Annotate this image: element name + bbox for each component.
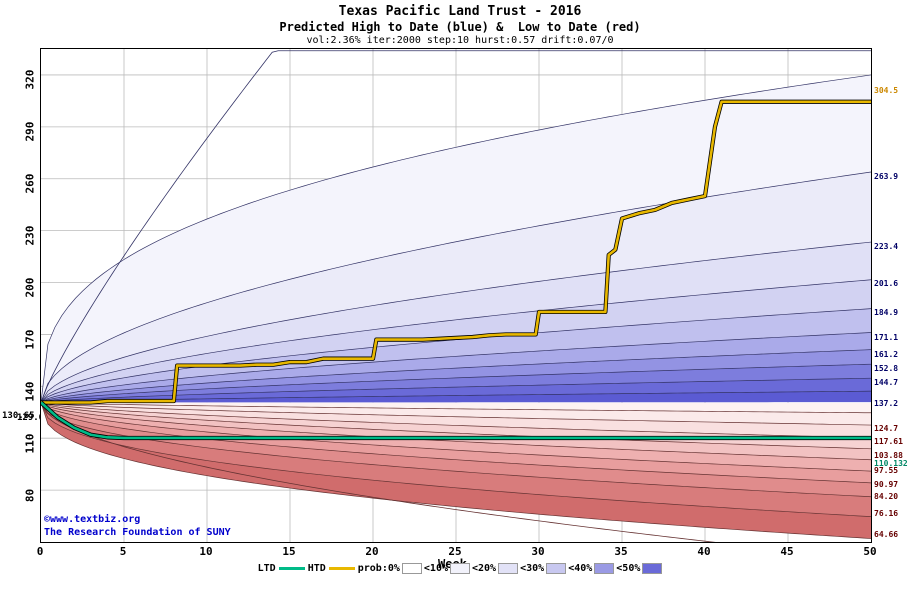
right-label-161-2: 161.2 — [874, 350, 899, 359]
legend-label-htd: HTD — [307, 563, 326, 574]
right-label-117-61: 117.61 — [874, 437, 903, 446]
legend-label-ltd: LTD — [257, 563, 276, 574]
x-tick-5: 5 — [119, 545, 127, 558]
right-label-124-7: 124.7 — [874, 424, 899, 433]
x-tick-30: 30 — [531, 545, 545, 558]
x-tick-10: 10 — [199, 545, 213, 558]
legend-swatch-p50 — [642, 563, 663, 574]
chart-title: Texas Pacific Land Trust - 2016 — [338, 4, 582, 19]
left-label-129: 129.0 — [17, 413, 45, 423]
legend-label-p50: <50% — [616, 563, 641, 574]
right-label-152-8: 152.8 — [874, 364, 899, 373]
right-label-144-7: 144.7 — [874, 378, 899, 387]
right-label-304-5: 304.5 — [874, 86, 899, 95]
legend-swatch-prob0 — [401, 563, 422, 574]
right-label-171-1: 171.1 — [874, 333, 899, 342]
right-label-263-9: 263.9 — [874, 172, 899, 181]
right-label-103-88: 103.88 — [874, 451, 903, 460]
credit-line-1: ©www.textbiz.org — [44, 514, 141, 525]
chart-parameters: vol:2.36% iter:2000 step:10 hurst:0.57 d… — [306, 35, 614, 46]
legend-swatch-p20 — [498, 563, 519, 574]
right-label-76-16: 76.16 — [874, 509, 899, 518]
y-tick-320: 320 — [23, 69, 37, 90]
y-tick-170: 170 — [23, 329, 37, 350]
legend-swatch-htd — [328, 567, 355, 570]
y-tick-140: 140 — [23, 381, 37, 402]
chart-legend: LTD HTD prob:0% <10% <20% <30% <40% <50% — [0, 563, 920, 575]
chart-subtitle: Predicted High to Date (blue) & Low to D… — [279, 20, 641, 34]
plot-area — [40, 48, 872, 543]
right-label-97-55: 97.55 — [874, 466, 899, 475]
right-label-90-97: 90.97 — [874, 480, 899, 489]
y-tick-290: 290 — [23, 121, 37, 142]
x-tick-20: 20 — [365, 545, 379, 558]
legend-swatch-ltd — [278, 567, 305, 570]
legend-label-p40: <40% — [568, 563, 593, 574]
x-tick-45: 45 — [780, 545, 794, 558]
legend-label-p10: <10% — [423, 563, 448, 574]
y-tick-200: 200 — [23, 277, 37, 298]
legend-label-p30: <30% — [520, 563, 545, 574]
right-label-84-20: 84.20 — [874, 492, 899, 501]
x-tick-15: 15 — [282, 545, 296, 558]
y-tick-80: 80 — [23, 488, 37, 503]
y-tick-230: 230 — [23, 225, 37, 246]
chart-canvas — [41, 49, 871, 542]
right-label-64-66: 64.66 — [874, 530, 899, 539]
right-label-137-2: 137.2 — [874, 399, 899, 408]
legend-swatch-p40 — [594, 563, 615, 574]
x-tick-50: 50 — [863, 545, 877, 558]
x-tick-0: 0 — [36, 545, 44, 558]
legend-label-prob0: prob:0% — [357, 563, 400, 574]
right-label-110-132: 110.132 — [874, 459, 908, 468]
credit-line-2: The Research Foundation of SUNY — [44, 527, 231, 538]
x-tick-25: 25 — [448, 545, 462, 558]
left-label-130-65: 130.65 — [2, 411, 35, 421]
y-tick-260: 260 — [23, 173, 37, 194]
legend-swatch-p30 — [546, 563, 567, 574]
x-tick-40: 40 — [697, 545, 711, 558]
right-label-184-9: 184.9 — [874, 308, 899, 317]
legend-swatch-p10 — [450, 563, 470, 574]
right-label-223-4: 223.4 — [874, 242, 899, 251]
right-label-201-6: 201.6 — [874, 279, 899, 288]
x-tick-35: 35 — [614, 545, 628, 558]
y-tick-110: 110 — [23, 433, 37, 454]
legend-label-p20: <20% — [472, 563, 497, 574]
